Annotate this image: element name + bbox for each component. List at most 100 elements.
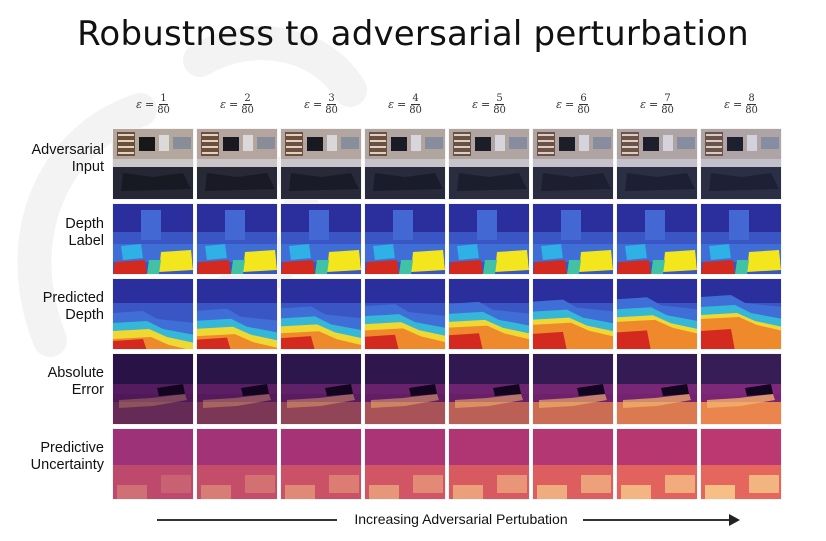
grid-image-graphic — [197, 354, 277, 424]
equals-sign: = — [480, 98, 491, 111]
grid-image-graphic — [701, 429, 781, 499]
epsilon-symbol: ε — [304, 98, 310, 111]
grid-image-graphic — [365, 279, 445, 349]
grid-image-graphic — [197, 129, 277, 199]
grid-image-abs-error — [112, 353, 194, 425]
grid-image-abs-error — [364, 353, 446, 425]
row-label-line: Depth — [65, 307, 104, 323]
row-label-input: Adversarial Input — [8, 142, 104, 176]
grid-image-abs-error — [532, 353, 614, 425]
grid-image-uncertainty — [700, 428, 782, 500]
grid-image-graphic — [617, 429, 697, 499]
grid-image-graphic — [197, 429, 277, 499]
epsilon-label: ε = 4 80 — [364, 93, 446, 116]
row-label-line: Predictive — [40, 440, 104, 456]
grid-image-pred-depth — [700, 278, 782, 350]
fraction-numerator: 8 — [747, 93, 756, 105]
epsilon-label: ε = 3 80 — [280, 93, 362, 116]
grid-image-uncertainty — [616, 428, 698, 500]
fraction-denominator: 80 — [409, 105, 422, 116]
grid-image-pred-depth — [532, 278, 614, 350]
grid-image-depth-label — [364, 203, 446, 275]
row-label-depth-label: Depth Label — [8, 216, 104, 250]
grid-image-depth-label — [280, 203, 362, 275]
grid-image-graphic — [281, 204, 361, 274]
row-label-pred-depth: Predicted Depth — [8, 290, 104, 324]
grid-image-graphic — [701, 354, 781, 424]
row-label-line: Label — [68, 233, 104, 249]
grid-image-graphic — [365, 354, 445, 424]
grid-image-graphic — [365, 204, 445, 274]
grid-image-graphic — [281, 429, 361, 499]
grid-image-graphic — [701, 204, 781, 274]
grid-image-pred-depth — [364, 278, 446, 350]
epsilon-symbol: ε — [640, 98, 646, 111]
grid-image-depth-label — [112, 203, 194, 275]
equals-sign: = — [228, 98, 239, 111]
grid-image-graphic — [281, 129, 361, 199]
epsilon-label: ε = 7 80 — [616, 93, 698, 116]
grid-image-uncertainty — [112, 428, 194, 500]
epsilon-fraction: 6 80 — [577, 93, 590, 116]
grid-image-graphic — [449, 204, 529, 274]
fraction-denominator: 80 — [493, 105, 506, 116]
grid-image-graphic — [113, 429, 193, 499]
grid-image-abs-error — [700, 353, 782, 425]
epsilon-symbol: ε — [220, 98, 226, 111]
epsilon-symbol: ε — [136, 98, 142, 111]
grid-image-pred-depth — [280, 278, 362, 350]
grid-image-graphic — [617, 354, 697, 424]
equals-sign: = — [732, 98, 743, 111]
grid-image-abs-error — [196, 353, 278, 425]
slide-title: Robustness to adversarial perturbation — [77, 14, 749, 54]
epsilon-fraction: 1 80 — [157, 93, 170, 116]
grid-image-uncertainty — [532, 428, 614, 500]
row-label-line: Depth — [65, 216, 104, 232]
grid-image-abs-error — [616, 353, 698, 425]
epsilon-label: ε = 5 80 — [448, 93, 530, 116]
row-label-uncertainty: Predictive Uncertainty — [8, 440, 104, 474]
grid-image-graphic — [617, 129, 697, 199]
grid-image-input — [448, 128, 530, 200]
fraction-denominator: 80 — [661, 105, 674, 116]
grid-image-input — [112, 128, 194, 200]
fraction-numerator: 7 — [663, 93, 672, 105]
grid-image-graphic — [701, 129, 781, 199]
equals-sign: = — [312, 98, 323, 111]
grid-image-abs-error — [280, 353, 362, 425]
epsilon-symbol: ε — [472, 98, 478, 111]
arrow-head-icon — [729, 514, 740, 526]
grid-image-graphic — [449, 279, 529, 349]
epsilon-label: ε = 8 80 — [700, 93, 782, 116]
grid-image-graphic — [533, 204, 613, 274]
fraction-numerator: 5 — [495, 93, 504, 105]
grid-image-input — [616, 128, 698, 200]
epsilon-fraction: 7 80 — [661, 93, 674, 116]
grid-image-graphic — [113, 279, 193, 349]
epsilon-fraction: 8 80 — [745, 93, 758, 116]
epsilon-fraction: 4 80 — [409, 93, 422, 116]
grid-image-graphic — [449, 354, 529, 424]
epsilon-label: ε = 2 80 — [196, 93, 278, 116]
grid-image-graphic — [701, 279, 781, 349]
grid-image-uncertainty — [448, 428, 530, 500]
grid-image-graphic — [533, 279, 613, 349]
epsilon-symbol: ε — [388, 98, 394, 111]
grid-image-depth-label — [448, 203, 530, 275]
grid-image-graphic — [365, 129, 445, 199]
grid-image-graphic — [281, 354, 361, 424]
grid-image-graphic — [449, 129, 529, 199]
fraction-denominator: 80 — [577, 105, 590, 116]
grid-image-graphic — [365, 429, 445, 499]
grid-image-graphic — [197, 279, 277, 349]
equals-sign: = — [564, 98, 575, 111]
grid-image-graphic — [449, 429, 529, 499]
row-label-line: Adversarial — [31, 142, 104, 158]
grid-image-depth-label — [532, 203, 614, 275]
row-label-line: Uncertainty — [30, 457, 104, 473]
fraction-denominator: 80 — [325, 105, 338, 116]
row-label-abs-error: Absolute Error — [8, 365, 104, 399]
grid-image-graphic — [113, 204, 193, 274]
row-label-line: Input — [71, 159, 104, 175]
epsilon-label: ε = 1 80 — [112, 93, 194, 116]
